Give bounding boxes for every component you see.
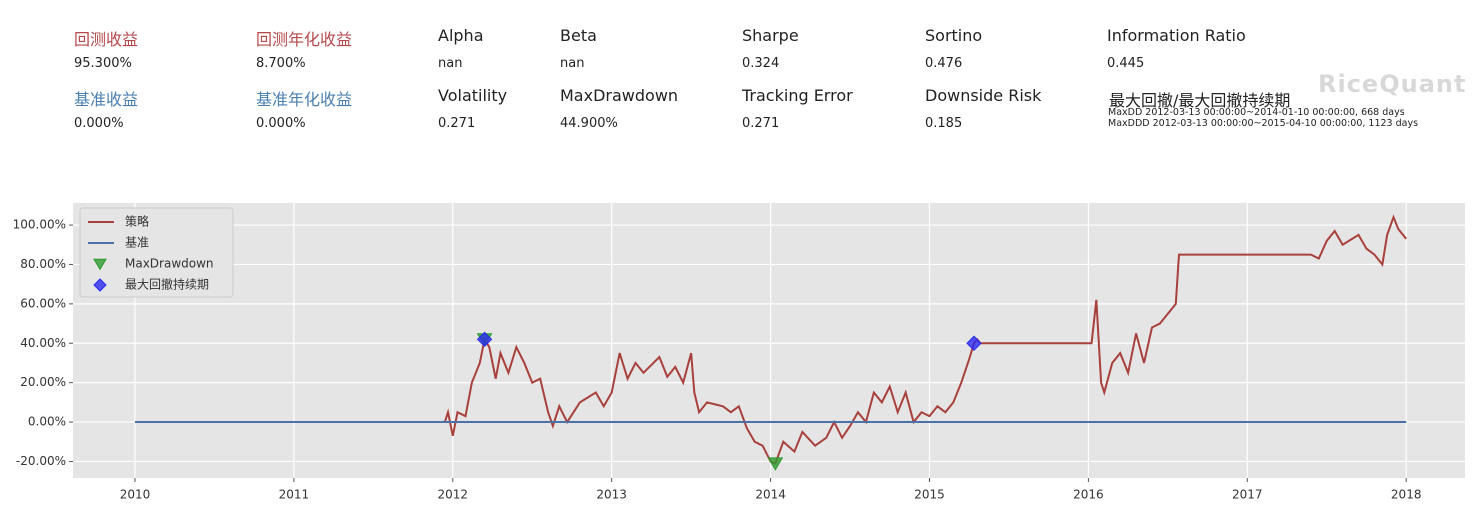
x-tick-label: 2013 — [596, 488, 627, 502]
metric-label: Information Ratio — [1107, 26, 1246, 45]
metric-value: 0.271 — [742, 116, 780, 131]
x-tick-label: 2015 — [914, 488, 945, 502]
y-tick-label: 100.00% — [13, 218, 66, 232]
metric-value: 0.445 — [1107, 56, 1145, 71]
metric-label: Sharpe — [742, 26, 799, 45]
metric-label: Volatility — [438, 86, 508, 105]
metric-label: Beta — [560, 26, 597, 45]
metric-value: 0.324 — [742, 56, 780, 71]
metric-label: MaxDrawdown — [560, 86, 679, 105]
drawdown-line: MaxDDD 2012-03-13 00:00:00~2015-04-10 00… — [1108, 118, 1419, 129]
metric-label: Sortino — [925, 26, 983, 45]
series-line — [443, 214, 1407, 465]
diamond-marker — [966, 335, 982, 351]
legend-label: 基准 — [125, 236, 149, 250]
metric-label: 回测年化收益 — [256, 30, 353, 49]
drawdown-label: 最大回撤/最大回撤持续期 — [1109, 91, 1291, 110]
x-tick-label: 2017 — [1232, 488, 1263, 502]
metric-value: nan — [560, 56, 585, 71]
metric-value: 0.000% — [74, 116, 124, 131]
metric-label: 基准收益 — [74, 90, 139, 109]
metric-value: 95.300% — [74, 56, 132, 71]
y-tick-label: 0.00% — [28, 415, 66, 429]
x-tick-label: 2018 — [1391, 488, 1422, 502]
y-tick-label: 80.00% — [20, 257, 66, 271]
metric-label: Alpha — [438, 26, 484, 45]
legend-label: 策略 — [125, 214, 149, 229]
y-tick-label: 20.00% — [20, 375, 66, 389]
triangle-marker — [767, 457, 784, 471]
triangle-marker — [93, 258, 107, 271]
x-tick-label: 2016 — [1073, 488, 1104, 502]
watermark: RiceQuant — [1318, 70, 1467, 98]
metric-label: Downside Risk — [925, 86, 1042, 105]
metric-value: 0.476 — [925, 56, 963, 71]
x-tick-label: 2010 — [120, 488, 151, 502]
legend-label: 最大回撤持续期 — [125, 277, 209, 292]
metric-value: nan — [438, 56, 463, 71]
legend-box — [79, 207, 234, 298]
metric-value: 44.900% — [560, 116, 618, 131]
metric-value: 8.700% — [256, 56, 306, 71]
metric-value: 0.271 — [438, 116, 476, 131]
legend-label: MaxDrawdown — [125, 257, 214, 271]
drawdown-line: MaxDD 2012-03-13 00:00:00~2014-01-10 00:… — [1108, 107, 1405, 118]
x-tick-label: 2012 — [438, 488, 469, 502]
x-tick-label: 2011 — [279, 488, 310, 502]
metric-label: Tracking Error — [742, 86, 853, 105]
metric-label: 基准年化收益 — [256, 90, 353, 109]
summary-panel: 回测收益 95.300% 回测年化收益 8.700% Alpha nan Beta nan Sh… — [0, 0, 1481, 180]
plot-area — [73, 203, 1465, 478]
y-tick-label: -20.00% — [16, 454, 66, 468]
metric-value: 0.000% — [256, 116, 306, 131]
x-tick-label: 2014 — [755, 488, 786, 502]
y-tick-label: 40.00% — [20, 336, 66, 350]
metric-value: 0.185 — [925, 116, 963, 131]
metric-label: 回测收益 — [74, 30, 139, 49]
diamond-marker — [93, 278, 107, 292]
y-tick-label: 60.00% — [20, 296, 66, 310]
diamond-marker — [476, 331, 493, 348]
